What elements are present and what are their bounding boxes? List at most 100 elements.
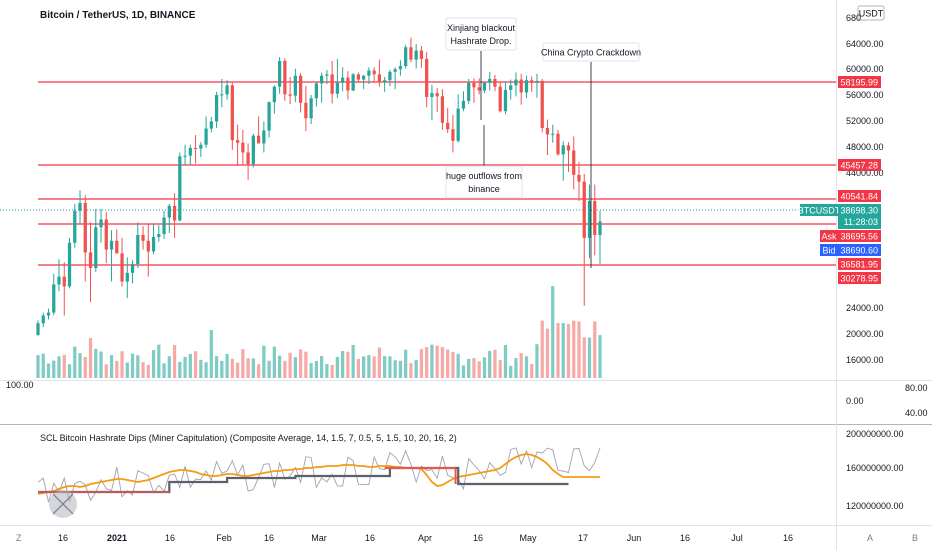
candle	[566, 142, 571, 172]
candle	[577, 162, 581, 202]
candle-body	[220, 94, 224, 96]
candle	[325, 69, 329, 85]
candle	[451, 115, 455, 153]
middle-pane-tick-40: 40.00	[905, 408, 928, 418]
candle-body	[151, 236, 156, 252]
candle	[57, 259, 61, 292]
candle-body	[136, 234, 140, 265]
indicator-title[interactable]: SCL Bitcoin Hashrate Dips (Miner Capitul…	[40, 433, 457, 443]
volume-bar	[425, 347, 429, 378]
volume-bar	[283, 360, 287, 378]
bid-flag	[838, 244, 881, 256]
candle-body	[488, 78, 492, 83]
volume-bar	[36, 355, 40, 378]
candle-body	[503, 89, 508, 112]
candle-body	[304, 102, 308, 119]
candle-body	[193, 147, 198, 149]
time-btn-a[interactable]: A	[867, 533, 873, 543]
price-axis-ticks[interactable]: 680 64000.00 60000.00 56000.00 52000.00 …	[846, 13, 884, 365]
candle-body	[88, 252, 93, 268]
candle	[587, 184, 592, 259]
volume-bar	[456, 353, 460, 378]
price-tick-44000: 44000.00	[846, 168, 884, 178]
volume-bar	[351, 344, 355, 378]
candle-body	[141, 234, 145, 241]
annotation-china[interactable]: China Crypto Crackdown	[541, 42, 641, 268]
level-flag-30278-text: 30278.95	[840, 274, 878, 284]
candle-body	[398, 66, 403, 70]
volume-bar	[482, 357, 487, 378]
time-tick-may: May	[519, 533, 537, 543]
candle	[272, 85, 276, 114]
candle-body	[430, 93, 434, 97]
currency-badge[interactable]	[857, 5, 885, 21]
volume-bar	[472, 358, 476, 378]
volume-bar	[335, 356, 340, 378]
indicator-lines[interactable]	[37, 447, 601, 503]
volume-bar	[188, 353, 192, 378]
annotation-binance-box	[445, 165, 523, 199]
candle-body	[214, 95, 219, 122]
candle	[209, 116, 213, 133]
time-tick-apr: Apr	[418, 533, 432, 543]
annotation-xinjiang[interactable]: Xinjiang blackout Hashrate Drop.	[445, 17, 517, 120]
candle-body	[314, 83, 319, 99]
candle	[551, 124, 555, 143]
candle	[477, 78, 481, 95]
candle	[309, 95, 313, 125]
candle-body	[482, 82, 487, 91]
candle-body	[587, 201, 592, 238]
candle	[241, 129, 245, 166]
volume-bar	[398, 360, 403, 378]
candle	[94, 208, 98, 272]
candle	[593, 184, 597, 256]
horizontal-levels[interactable]	[38, 81, 836, 266]
volume-bar	[325, 364, 329, 378]
time-axis[interactable]: Z 16 2021 16 Feb 16 Mar 16 Apr 16 May 17…	[16, 533, 918, 543]
candle	[572, 136, 576, 190]
candle-body	[393, 69, 397, 72]
volume-bar	[246, 358, 250, 378]
candle-body	[251, 135, 255, 165]
candlesticks[interactable]	[36, 37, 602, 336]
candle	[540, 78, 544, 133]
annotation-xinjiang-box	[445, 17, 517, 51]
volume-bar	[304, 351, 308, 378]
candle	[561, 141, 565, 181]
volume-bar	[209, 330, 213, 378]
time-btn-b[interactable]: B	[912, 533, 918, 543]
candle-body	[78, 202, 82, 211]
candle-body	[472, 82, 476, 88]
candle	[435, 87, 439, 112]
volume-bar	[367, 355, 371, 378]
annotation-binance[interactable]: huge outflows from binance	[445, 125, 523, 199]
volume-bar	[193, 351, 198, 378]
price-tick-56000: 56000.00	[846, 90, 884, 100]
volume-bar	[146, 364, 150, 378]
bid-flag-text: 38690.60	[840, 246, 878, 256]
volume-bar	[435, 345, 439, 378]
candle	[519, 73, 523, 105]
candle-body	[566, 145, 571, 151]
candle	[419, 46, 424, 68]
candle-body	[130, 264, 135, 273]
hashrate-average-line	[37, 453, 600, 495]
time-btn-z[interactable]: Z	[16, 533, 22, 543]
candle-body	[230, 85, 234, 141]
candle	[372, 67, 376, 82]
volume-bar	[556, 323, 560, 378]
candle	[193, 135, 198, 164]
candle-body	[404, 47, 408, 67]
candle	[157, 225, 161, 242]
candle	[246, 143, 250, 180]
level-price-flags: 58195.99 45457.28 40541.84 36581.95 3027…	[838, 76, 881, 284]
candle-body	[367, 70, 371, 76]
candle	[262, 121, 266, 153]
candle	[83, 195, 87, 282]
candle	[36, 320, 40, 336]
candle-body	[467, 82, 471, 101]
candle-body	[157, 234, 161, 237]
candle	[356, 72, 361, 83]
volume-bar	[309, 363, 313, 378]
